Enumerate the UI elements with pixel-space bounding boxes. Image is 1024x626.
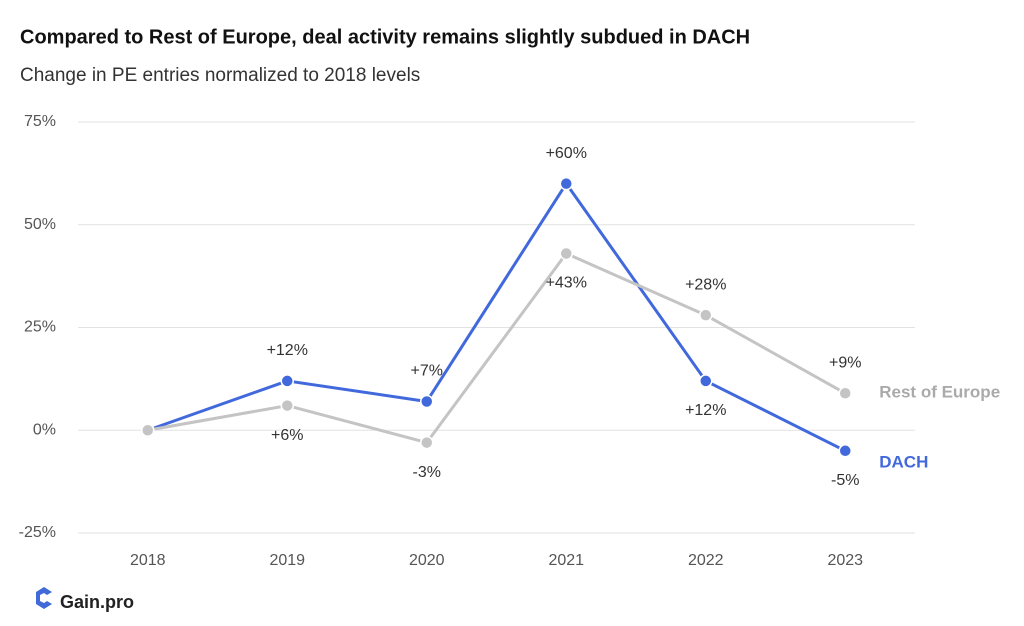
x-tick-label: 2022 <box>688 552 724 569</box>
series-line <box>147 252 846 445</box>
data-label: +12% <box>267 342 308 359</box>
y-tick-label: -25% <box>19 524 56 541</box>
data-label: +60% <box>546 145 587 162</box>
x-tick-label: 2018 <box>130 552 166 569</box>
data-label: -5% <box>831 472 859 489</box>
data-label: +6% <box>271 427 303 444</box>
y-tick-label: 75% <box>24 113 56 130</box>
y-tick-label: 0% <box>33 421 56 438</box>
series-line <box>147 182 846 453</box>
data-label: -3% <box>413 464 441 481</box>
data-point <box>838 386 852 401</box>
x-tick-label: 2023 <box>827 552 863 569</box>
data-point <box>420 394 434 409</box>
data-point <box>699 374 713 388</box>
y-tick-label: 50% <box>24 216 56 233</box>
data-point <box>559 176 573 191</box>
brand-name: Gain.pro <box>60 592 134 612</box>
data-point <box>559 246 573 261</box>
x-tick-label: 2019 <box>269 552 305 569</box>
y-tick-label: 25% <box>24 319 56 336</box>
chart-title: Compared to Rest of Europe, deal activit… <box>20 26 750 48</box>
data-label: +12% <box>685 402 726 419</box>
data-point <box>280 398 294 413</box>
data-point <box>420 435 434 450</box>
data-point <box>280 374 294 388</box>
data-label: +43% <box>546 275 587 292</box>
data-point <box>838 444 852 458</box>
brand-logo: Gain.pro <box>36 587 134 612</box>
series-label: Rest of Europe <box>879 383 1000 402</box>
series-label: DACH <box>879 452 928 471</box>
x-tick-label: 2021 <box>548 552 584 569</box>
data-label: +28% <box>685 276 726 293</box>
data-point <box>699 308 713 322</box>
chart-subtitle: Change in PE entries normalized to 2018 … <box>20 65 420 86</box>
logo-icon <box>36 587 52 609</box>
data-label: +7% <box>411 363 443 380</box>
x-tick-label: 2020 <box>409 552 445 569</box>
data-point <box>141 423 155 437</box>
data-label: +9% <box>829 354 861 371</box>
